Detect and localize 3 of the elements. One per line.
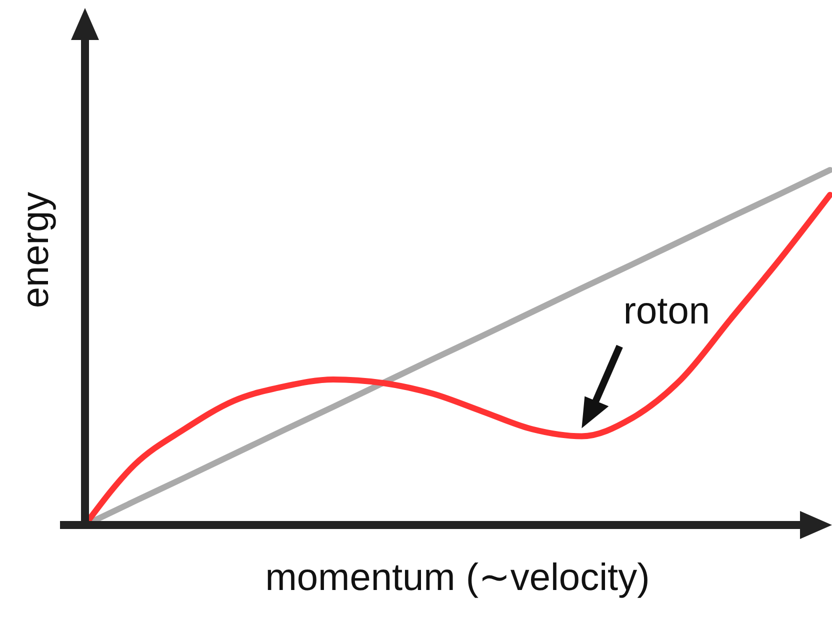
annotation: roton [623,290,710,332]
y-axis-title: energy [15,192,57,308]
x-axis-title: momentum (∼velocity) [265,557,650,599]
